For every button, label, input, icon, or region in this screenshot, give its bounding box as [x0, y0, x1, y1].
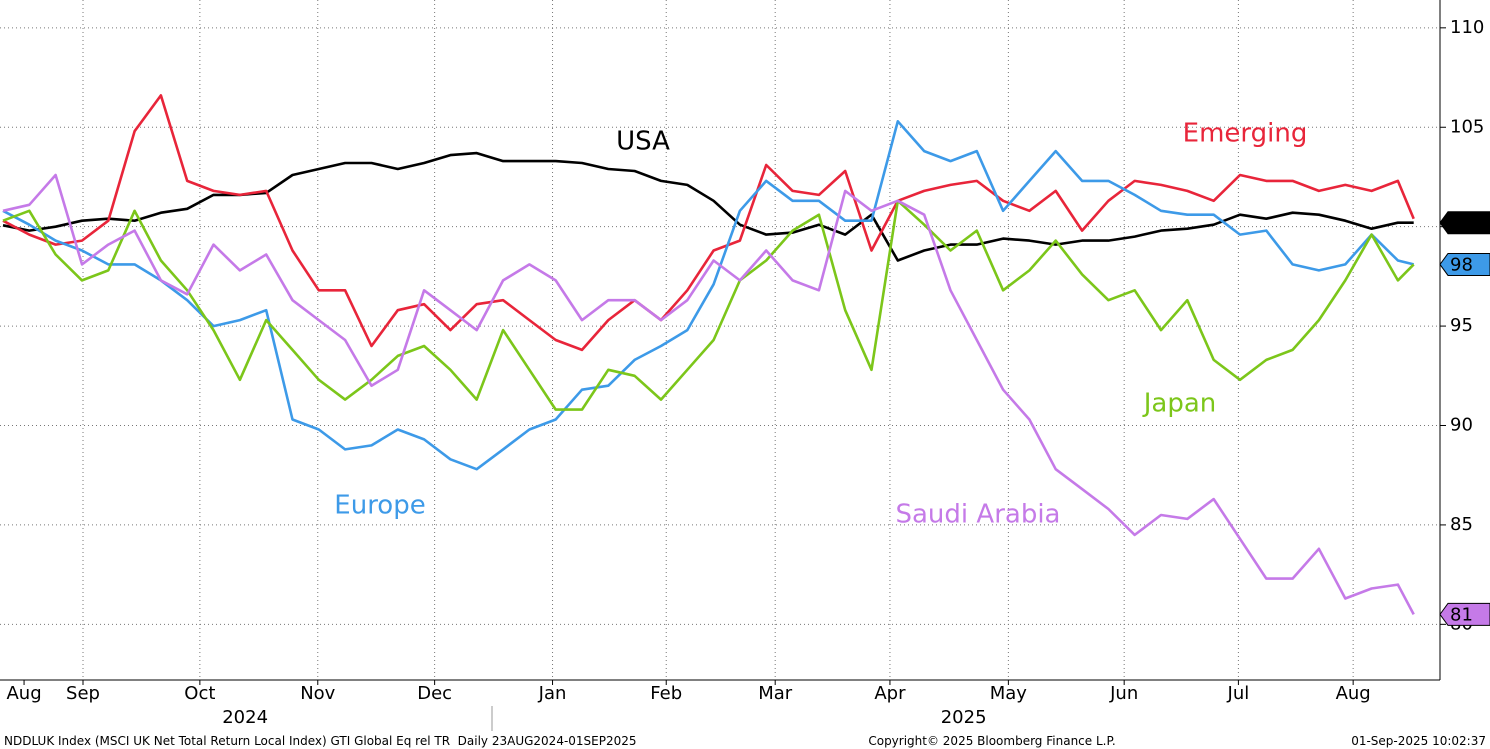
- y-tick-label: 110: [1450, 17, 1484, 38]
- series-line: [2, 94, 1415, 352]
- y-tick-label: 85: [1450, 514, 1473, 535]
- series-name: Japan: [1142, 389, 1217, 419]
- series-name: Saudi Arabia: [896, 500, 1061, 530]
- end-label-box: [1439, 211, 1490, 235]
- x-tick-label: Aug: [1336, 683, 1371, 704]
- footer-left: NDDLUK Index (MSCI UK Net Total Return L…: [4, 734, 637, 748]
- year-label: 2025: [941, 707, 987, 728]
- series-name: USA: [616, 127, 670, 157]
- x-tick-label: Dec: [417, 683, 452, 704]
- end-label: 98: [1450, 254, 1473, 275]
- series-line: [2, 199, 1415, 411]
- footer-right: 01-Sep-2025 10:02:37: [1351, 734, 1486, 748]
- footer-center: Copyright© 2025 Bloomberg Finance L.P.: [868, 734, 1115, 748]
- x-tick-label: Jul: [1227, 683, 1250, 704]
- x-tick-label: Nov: [300, 683, 335, 704]
- x-tick-label: Jun: [1109, 683, 1138, 704]
- x-tick-label: May: [990, 683, 1028, 704]
- end-label: 100: [1450, 213, 1484, 234]
- x-tick-label: Feb: [650, 683, 682, 704]
- x-tick-label: Aug: [6, 683, 41, 704]
- x-tick-label: Oct: [184, 683, 215, 704]
- series-line: [2, 120, 1415, 471]
- year-label: 2024: [222, 707, 268, 728]
- x-tick-label: Mar: [758, 683, 793, 704]
- y-tick-label: 95: [1450, 315, 1473, 336]
- x-tick-label: Jan: [538, 683, 567, 704]
- series-name: Europe: [334, 491, 425, 521]
- end-label: 81: [1450, 604, 1473, 625]
- y-tick-label: 105: [1450, 116, 1484, 137]
- series-name: Emerging: [1183, 119, 1308, 149]
- end-label-box: [1439, 252, 1490, 276]
- y-tick-label: 90: [1450, 414, 1473, 435]
- series-line: [2, 173, 1415, 616]
- end-label-box: [1439, 602, 1490, 626]
- x-tick-label: Sep: [66, 683, 100, 704]
- x-tick-label: Apr: [874, 683, 906, 704]
